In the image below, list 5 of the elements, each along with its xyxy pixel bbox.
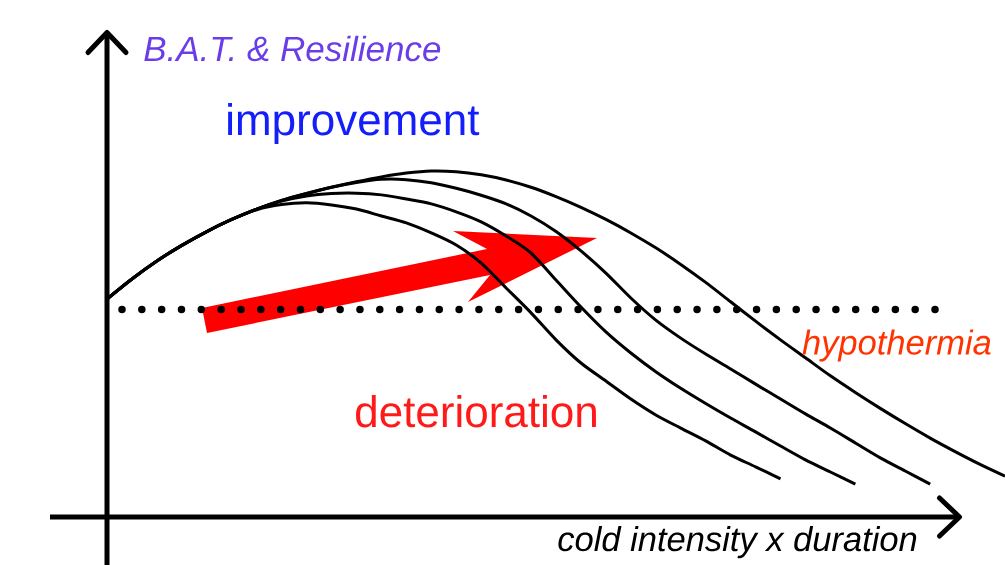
ref-line-label: hypothermia bbox=[802, 329, 991, 362]
annotation: deterioration bbox=[356, 395, 596, 428]
x-axis-title: cold intensity x duration bbox=[558, 526, 917, 559]
y-axis-title: B.A.T. & Resilience bbox=[144, 35, 441, 62]
text: improvement bbox=[228, 103, 480, 145]
